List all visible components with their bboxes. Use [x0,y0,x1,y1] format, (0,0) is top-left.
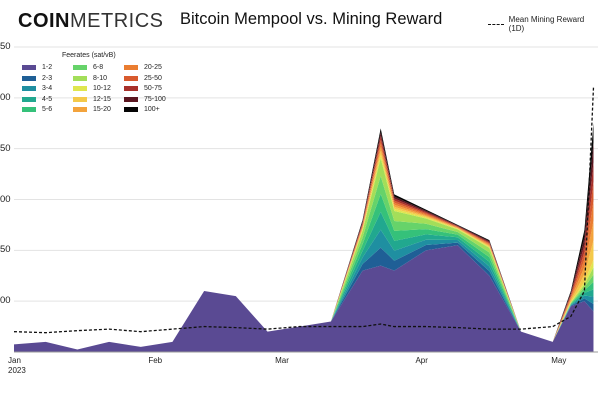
legend-label: 75-100 [144,95,166,103]
legend-swatch [124,65,138,70]
legend-label: 4-5 [42,95,53,103]
legend-label: 10-12 [93,85,111,93]
x-tick-label: Jan [8,356,21,365]
mean-reward-legend: Mean Mining Reward (1D) [488,15,600,33]
legend-swatch [73,96,87,102]
legend-item: 100+ [124,106,160,113]
dashed-line-swatch [488,23,504,25]
mean-reward-legend-label: Mean Mining Reward (1D) [508,15,585,33]
legend-label: 15-20 [93,106,111,114]
legend-swatch [73,65,87,70]
legend-item: 8-10 [73,75,107,82]
legend-item: 1-2 [22,64,52,71]
x-tick-label: Apr [415,356,428,365]
logo-bold-text: COIN [18,10,70,32]
legend-swatch [124,75,138,81]
legend-swatch [22,65,36,70]
legend-label: 3-4 [42,85,53,93]
legend-item: 20-25 [124,64,162,71]
legend-item: 5-6 [22,106,52,113]
legend-label: 20-25 [144,64,162,71]
legend-swatch [73,86,87,92]
logo-light-text: METRICS [70,10,164,32]
legend-swatch [22,96,36,102]
y-tick-label: 00 [0,193,11,205]
y-tick-label: 00 [0,295,11,307]
legend-swatch [124,96,138,102]
legend-label: 100+ [144,106,160,114]
legend-swatch [73,107,87,113]
legend-swatch [124,86,138,92]
legend-label: 2-3 [42,74,53,82]
legend-label: 12-15 [93,95,111,103]
legend-label: 50-75 [144,85,162,93]
legend-label: 5-6 [42,106,53,114]
legend-item: 12-15 [73,96,111,103]
legend-swatch [22,86,36,92]
legend-swatch [22,75,36,81]
legend-label: 1-2 [42,64,53,71]
y-tick-label: 50 [0,142,11,154]
y-tick-label: 50 [0,244,11,256]
legend-item: 6-8 [73,64,103,71]
legend-item: 4-5 [22,96,52,103]
legend-item: 2-3 [22,75,52,82]
legend-label: 6-8 [93,64,104,71]
x-tick-label: May [551,356,567,365]
legend-swatch [124,107,138,113]
x-tick-label: 2023 [8,366,26,375]
legend-item: 3-4 [22,85,52,92]
mean-reward-line [13,87,595,334]
y-tick-label: 00 [0,91,11,103]
legend-item: 10-12 [73,85,111,92]
legend-item: 15-20 [73,106,111,113]
y-tick-label: 50 [0,41,11,52]
legend-item: 25-50 [124,75,162,82]
x-tick-label: Mar [275,356,289,365]
legend-swatch [73,75,87,81]
legend-item: 75-100 [124,96,166,103]
legend-label: 25-50 [144,74,162,82]
band-area-1-2 [14,245,594,352]
coinmetrics-logo: COINMETRICS [18,10,164,33]
chart-title: Bitcoin Mempool vs. Mining Reward [180,10,443,28]
legend-item: 50-75 [124,85,162,92]
feerate-legend-title: Feerates (sat/vB) [62,52,116,59]
legend-swatch [22,107,36,113]
legend-label: 8-10 [93,74,108,82]
x-tick-label: Feb [148,356,163,365]
